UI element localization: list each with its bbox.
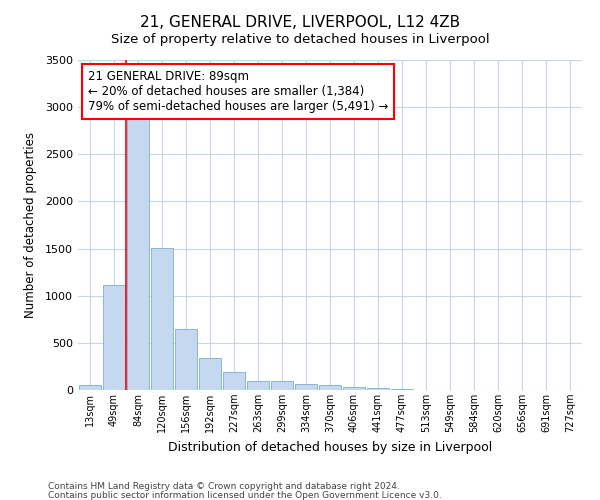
Bar [343, 387, 365, 390]
Bar [271, 381, 293, 390]
Text: Size of property relative to detached houses in Liverpool: Size of property relative to detached ho… [110, 32, 490, 46]
Bar [391, 389, 413, 390]
Bar [103, 286, 125, 390]
Bar [295, 384, 317, 390]
Text: 21, GENERAL DRIVE, LIVERPOOL, L12 4ZB: 21, GENERAL DRIVE, LIVERPOOL, L12 4ZB [140, 15, 460, 30]
Text: 21 GENERAL DRIVE: 89sqm
← 20% of detached houses are smaller (1,384)
79% of semi: 21 GENERAL DRIVE: 89sqm ← 20% of detache… [88, 70, 388, 113]
Bar [151, 248, 173, 390]
Bar [127, 113, 149, 390]
Bar [79, 386, 101, 390]
Bar [199, 358, 221, 390]
X-axis label: Distribution of detached houses by size in Liverpool: Distribution of detached houses by size … [168, 440, 492, 454]
Text: Contains public sector information licensed under the Open Government Licence v3: Contains public sector information licen… [48, 490, 442, 500]
Bar [367, 388, 389, 390]
Bar [247, 381, 269, 390]
Y-axis label: Number of detached properties: Number of detached properties [23, 132, 37, 318]
Bar [175, 328, 197, 390]
Text: Contains HM Land Registry data © Crown copyright and database right 2024.: Contains HM Land Registry data © Crown c… [48, 482, 400, 491]
Bar [319, 385, 341, 390]
Bar [223, 372, 245, 390]
